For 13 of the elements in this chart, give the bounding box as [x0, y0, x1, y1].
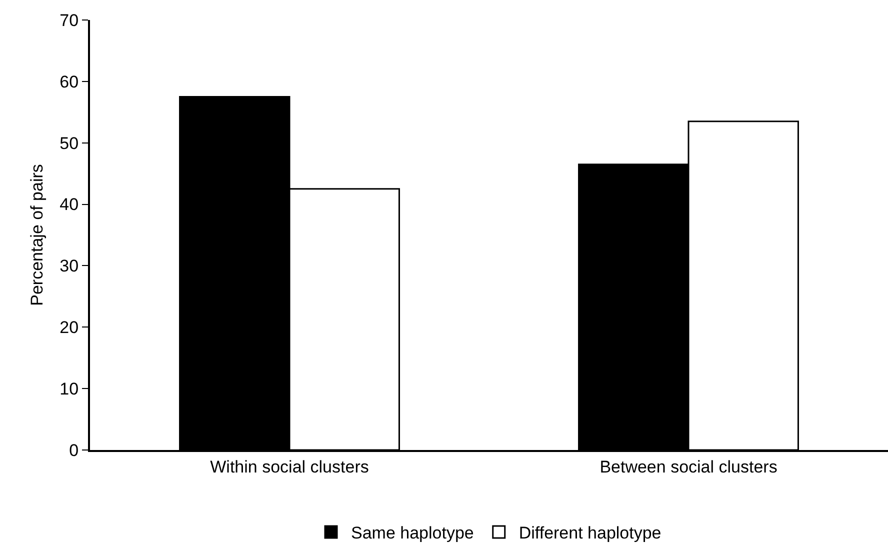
y-axis-title: Percentaje of pairs: [28, 164, 47, 306]
y-tick-label: 40: [60, 195, 79, 214]
x-tick-label: Within social clusters: [210, 457, 369, 476]
y-tick-label: 70: [60, 10, 79, 30]
y-tick-label: 20: [60, 318, 79, 338]
x-tick-label: Between social clusters: [600, 457, 778, 476]
y-tick-label: 30: [60, 256, 79, 276]
y-tick-label: 60: [60, 72, 79, 92]
legend-label: Different haplotype: [518, 524, 662, 543]
legend-label: Same haplotype: [351, 524, 474, 543]
y-tick-label: 50: [60, 134, 79, 153]
y-tick-label: 0: [69, 440, 79, 460]
y-tick-label: 10: [60, 380, 79, 399]
